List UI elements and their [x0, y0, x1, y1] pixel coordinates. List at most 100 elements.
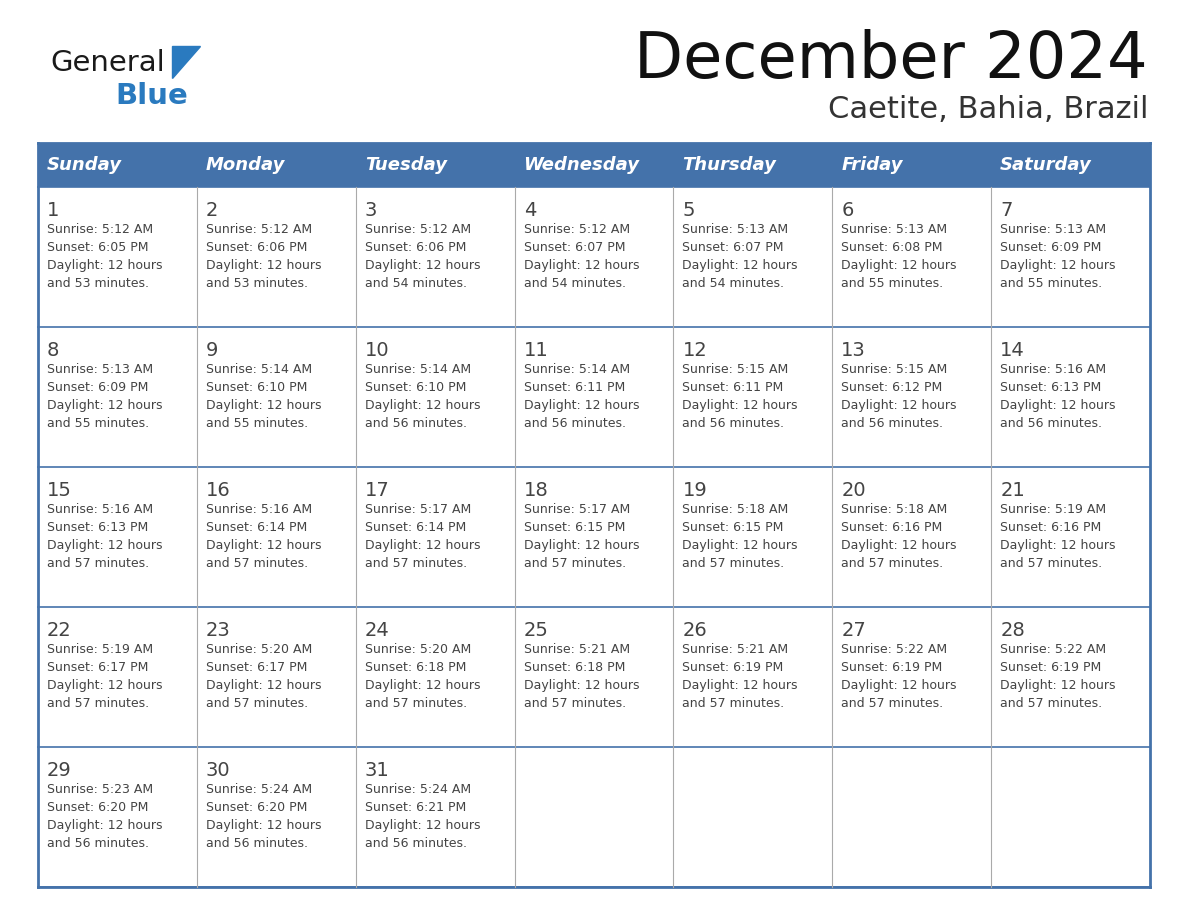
Text: Sunset: 6:15 PM: Sunset: 6:15 PM	[682, 521, 784, 534]
Text: 20: 20	[841, 481, 866, 500]
Bar	[38, 143, 197, 187]
Text: Sunrise: 5:15 AM: Sunrise: 5:15 AM	[841, 363, 948, 376]
Bar	[355, 143, 514, 187]
Text: and 56 minutes.: and 56 minutes.	[841, 417, 943, 430]
Text: Sunset: 6:15 PM: Sunset: 6:15 PM	[524, 521, 625, 534]
Text: Daylight: 12 hours: Daylight: 12 hours	[841, 259, 956, 272]
Text: Daylight: 12 hours: Daylight: 12 hours	[206, 539, 322, 552]
Text: 15: 15	[48, 481, 72, 500]
Text: Sunset: 6:21 PM: Sunset: 6:21 PM	[365, 801, 466, 814]
Text: Daylight: 12 hours: Daylight: 12 hours	[1000, 259, 1116, 272]
Text: Sunrise: 5:19 AM: Sunrise: 5:19 AM	[1000, 503, 1106, 516]
Text: 30: 30	[206, 761, 230, 780]
Text: Sunrise: 5:20 AM: Sunrise: 5:20 AM	[365, 643, 470, 656]
Text: Sunset: 6:19 PM: Sunset: 6:19 PM	[1000, 661, 1101, 674]
Polygon shape	[172, 46, 200, 78]
Text: Sunrise: 5:17 AM: Sunrise: 5:17 AM	[365, 503, 470, 516]
Text: and 56 minutes.: and 56 minutes.	[1000, 417, 1102, 430]
Bar	[674, 143, 833, 187]
Text: Sunset: 6:20 PM: Sunset: 6:20 PM	[48, 801, 148, 814]
Text: 14: 14	[1000, 341, 1025, 360]
Text: Wednesday: Wednesday	[524, 156, 639, 174]
Text: 16: 16	[206, 481, 230, 500]
Text: 17: 17	[365, 481, 390, 500]
Bar	[991, 143, 1150, 187]
Text: and 56 minutes.: and 56 minutes.	[682, 417, 784, 430]
Text: Thursday: Thursday	[682, 156, 776, 174]
Text: 22: 22	[48, 621, 71, 640]
Text: Sunset: 6:13 PM: Sunset: 6:13 PM	[48, 521, 148, 534]
Text: 21: 21	[1000, 481, 1025, 500]
Text: Daylight: 12 hours: Daylight: 12 hours	[524, 539, 639, 552]
Text: Sunrise: 5:17 AM: Sunrise: 5:17 AM	[524, 503, 630, 516]
Text: and 57 minutes.: and 57 minutes.	[365, 697, 467, 710]
Text: and 56 minutes.: and 56 minutes.	[48, 837, 148, 850]
Text: Sunset: 6:19 PM: Sunset: 6:19 PM	[841, 661, 942, 674]
Text: Sunset: 6:11 PM: Sunset: 6:11 PM	[682, 381, 784, 394]
Text: 1: 1	[48, 201, 59, 220]
Text: Sunset: 6:16 PM: Sunset: 6:16 PM	[841, 521, 942, 534]
Text: Daylight: 12 hours: Daylight: 12 hours	[1000, 679, 1116, 692]
Text: Sunset: 6:11 PM: Sunset: 6:11 PM	[524, 381, 625, 394]
Text: Sunset: 6:16 PM: Sunset: 6:16 PM	[1000, 521, 1101, 534]
Text: and 57 minutes.: and 57 minutes.	[206, 557, 308, 570]
Text: Sunrise: 5:14 AM: Sunrise: 5:14 AM	[365, 363, 470, 376]
Text: Sunset: 6:10 PM: Sunset: 6:10 PM	[365, 381, 466, 394]
Text: Sunset: 6:18 PM: Sunset: 6:18 PM	[365, 661, 466, 674]
Bar	[514, 143, 674, 187]
Text: Sunset: 6:08 PM: Sunset: 6:08 PM	[841, 241, 943, 254]
Text: and 57 minutes.: and 57 minutes.	[841, 557, 943, 570]
Text: Sunrise: 5:18 AM: Sunrise: 5:18 AM	[841, 503, 948, 516]
Text: Sunset: 6:07 PM: Sunset: 6:07 PM	[682, 241, 784, 254]
Text: Sunrise: 5:18 AM: Sunrise: 5:18 AM	[682, 503, 789, 516]
Text: General: General	[50, 49, 165, 77]
Text: Sunrise: 5:12 AM: Sunrise: 5:12 AM	[206, 223, 312, 236]
Text: Sunrise: 5:21 AM: Sunrise: 5:21 AM	[524, 643, 630, 656]
Text: 23: 23	[206, 621, 230, 640]
Text: and 55 minutes.: and 55 minutes.	[206, 417, 308, 430]
Text: Sunrise: 5:12 AM: Sunrise: 5:12 AM	[48, 223, 153, 236]
Text: Daylight: 12 hours: Daylight: 12 hours	[841, 399, 956, 412]
Text: 3: 3	[365, 201, 377, 220]
Text: and 54 minutes.: and 54 minutes.	[682, 277, 784, 290]
Text: Daylight: 12 hours: Daylight: 12 hours	[682, 539, 798, 552]
Text: Sunset: 6:14 PM: Sunset: 6:14 PM	[365, 521, 466, 534]
Text: Sunset: 6:09 PM: Sunset: 6:09 PM	[1000, 241, 1101, 254]
Text: Daylight: 12 hours: Daylight: 12 hours	[365, 679, 480, 692]
Text: Sunrise: 5:16 AM: Sunrise: 5:16 AM	[206, 503, 312, 516]
Text: and 57 minutes.: and 57 minutes.	[841, 697, 943, 710]
Text: 24: 24	[365, 621, 390, 640]
Text: Sunset: 6:18 PM: Sunset: 6:18 PM	[524, 661, 625, 674]
Text: Daylight: 12 hours: Daylight: 12 hours	[524, 679, 639, 692]
Text: Daylight: 12 hours: Daylight: 12 hours	[365, 819, 480, 832]
Text: and 56 minutes.: and 56 minutes.	[365, 837, 467, 850]
Text: and 57 minutes.: and 57 minutes.	[524, 557, 626, 570]
Text: 2: 2	[206, 201, 219, 220]
Text: Daylight: 12 hours: Daylight: 12 hours	[48, 819, 163, 832]
Text: and 53 minutes.: and 53 minutes.	[206, 277, 308, 290]
Text: and 56 minutes.: and 56 minutes.	[524, 417, 626, 430]
Text: Sunrise: 5:14 AM: Sunrise: 5:14 AM	[206, 363, 312, 376]
Text: and 57 minutes.: and 57 minutes.	[48, 557, 150, 570]
Text: Sunrise: 5:12 AM: Sunrise: 5:12 AM	[524, 223, 630, 236]
Text: and 55 minutes.: and 55 minutes.	[841, 277, 943, 290]
Text: Daylight: 12 hours: Daylight: 12 hours	[682, 679, 798, 692]
Text: Daylight: 12 hours: Daylight: 12 hours	[206, 679, 322, 692]
Text: Sunrise: 5:23 AM: Sunrise: 5:23 AM	[48, 783, 153, 796]
Text: Sunrise: 5:16 AM: Sunrise: 5:16 AM	[1000, 363, 1106, 376]
Text: Sunrise: 5:19 AM: Sunrise: 5:19 AM	[48, 643, 153, 656]
Text: and 57 minutes.: and 57 minutes.	[365, 557, 467, 570]
Text: Daylight: 12 hours: Daylight: 12 hours	[206, 819, 322, 832]
Text: 18: 18	[524, 481, 549, 500]
Text: Sunrise: 5:21 AM: Sunrise: 5:21 AM	[682, 643, 789, 656]
Text: and 56 minutes.: and 56 minutes.	[206, 837, 308, 850]
Text: Sunrise: 5:12 AM: Sunrise: 5:12 AM	[365, 223, 470, 236]
Text: 13: 13	[841, 341, 866, 360]
Text: Sunset: 6:06 PM: Sunset: 6:06 PM	[206, 241, 308, 254]
Text: Sunrise: 5:15 AM: Sunrise: 5:15 AM	[682, 363, 789, 376]
Text: 31: 31	[365, 761, 390, 780]
Text: Daylight: 12 hours: Daylight: 12 hours	[206, 399, 322, 412]
Text: Sunset: 6:17 PM: Sunset: 6:17 PM	[48, 661, 148, 674]
Text: Daylight: 12 hours: Daylight: 12 hours	[841, 679, 956, 692]
Text: Daylight: 12 hours: Daylight: 12 hours	[206, 259, 322, 272]
